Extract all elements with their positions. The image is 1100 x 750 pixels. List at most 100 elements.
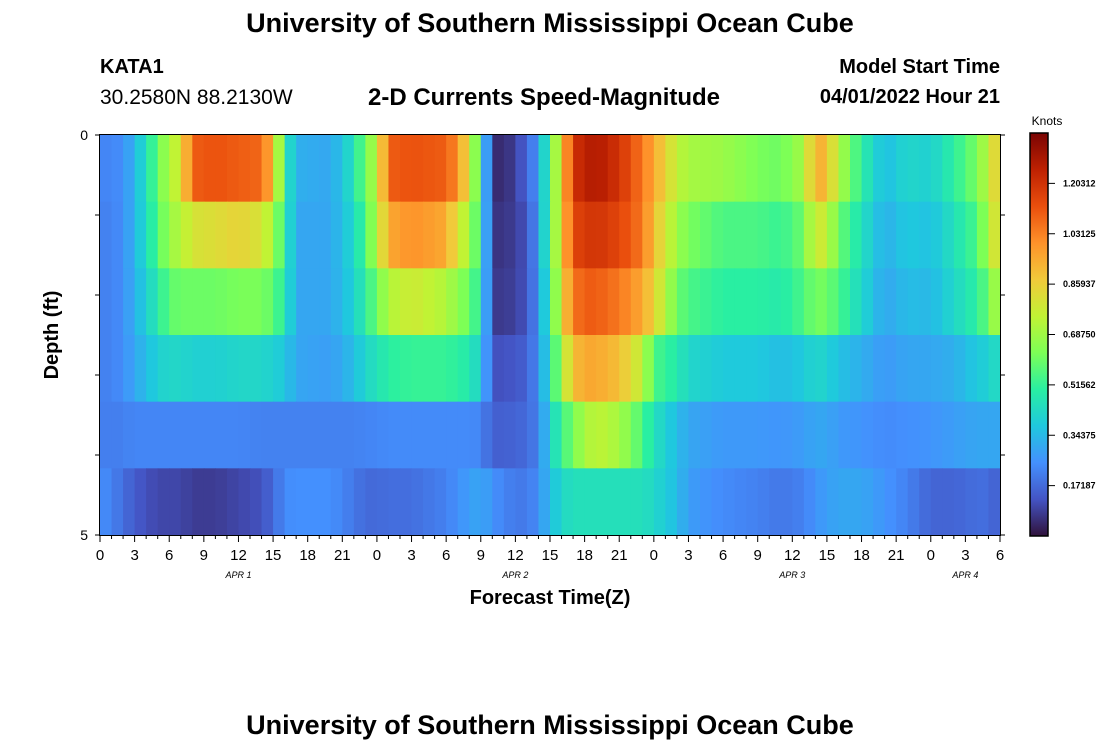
- heatmap-cell: [769, 268, 782, 336]
- heatmap-cell: [838, 401, 851, 469]
- heatmap-cell: [896, 135, 909, 203]
- heatmap-cell: [873, 401, 886, 469]
- heatmap-cell: [353, 335, 366, 403]
- heatmap-cell: [688, 335, 701, 403]
- heatmap-cell: [284, 335, 297, 403]
- heatmap-cell: [146, 268, 159, 336]
- heatmap-cell: [642, 135, 655, 203]
- heatmap-cell: [792, 135, 805, 203]
- heatmap-cell: [642, 468, 655, 536]
- heatmap-cell: [723, 468, 736, 536]
- heatmap-cell: [988, 468, 1001, 536]
- heatmap-cell: [803, 268, 816, 336]
- heatmap-cell: [111, 201, 124, 269]
- heatmap-cell: [676, 201, 690, 269]
- heatmap-cell: [492, 268, 505, 336]
- heatmap-cell: [930, 468, 943, 536]
- heatmap-cell: [457, 401, 470, 469]
- heatmap-cell: [942, 268, 955, 336]
- heatmap-cell: [653, 401, 666, 469]
- heatmap-cell: [711, 468, 724, 536]
- colorbar-tick-label: 0.17187: [1063, 481, 1096, 491]
- heatmap-cell: [503, 135, 516, 203]
- heatmap-cell: [723, 335, 736, 403]
- colorbar-tick-label: 1.20312: [1063, 178, 1096, 188]
- heatmap-cell: [146, 468, 159, 536]
- x-tick-label: 6: [996, 547, 1004, 564]
- heatmap-cell: [503, 335, 516, 403]
- heatmap-cell: [700, 335, 713, 403]
- heatmap-cell: [146, 335, 159, 403]
- station-id: KATA1: [100, 56, 164, 78]
- heatmap-cell: [469, 201, 482, 269]
- heatmap-cell: [676, 468, 690, 536]
- heatmap-cell: [700, 401, 713, 469]
- heatmap-cell: [607, 401, 620, 469]
- heatmap-cell: [469, 335, 482, 403]
- heatmap-cell: [526, 268, 540, 336]
- heatmap-cell: [376, 335, 390, 403]
- heatmap-cell: [423, 135, 436, 203]
- heatmap-cell: [780, 201, 793, 269]
- heatmap-cell: [342, 135, 355, 203]
- heatmap-cell: [884, 135, 897, 203]
- heatmap-cell: [226, 201, 240, 269]
- heatmap-cell: [630, 335, 643, 403]
- heatmap-cell: [988, 335, 1001, 403]
- heatmap-cell: [365, 268, 378, 336]
- x-tick-label: 3: [130, 547, 138, 564]
- heatmap-cell: [861, 335, 874, 403]
- heatmap-cell: [123, 268, 136, 336]
- heatmap-cell: [723, 268, 736, 336]
- heatmap-cell: [988, 268, 1001, 336]
- heatmap-cell: [665, 268, 678, 336]
- heatmap-cell: [930, 135, 943, 203]
- heatmap-cell: [330, 335, 343, 403]
- heatmap-cell: [111, 401, 124, 469]
- heatmap-cell: [896, 468, 909, 536]
- station-coordinates: 30.2580N 88.2130W: [100, 86, 293, 109]
- heatmap-cell: [953, 268, 966, 336]
- x-tick-label: 15: [542, 547, 559, 564]
- heatmap-cell: [965, 468, 978, 536]
- heatmap-cell: [469, 268, 482, 336]
- heatmap-cell: [953, 401, 966, 469]
- heatmap-cell: [538, 401, 551, 469]
- model-start-label: Model Start Time: [839, 56, 1000, 78]
- heatmap-cell: [307, 135, 320, 203]
- heatmap-cell: [296, 268, 309, 336]
- heatmap-cell: [515, 201, 528, 269]
- heatmap-cell: [503, 401, 516, 469]
- heatmap-cell: [446, 401, 459, 469]
- heatmap-cell: [642, 268, 655, 336]
- heatmap-cell: [815, 335, 828, 403]
- heatmap-cell: [388, 135, 401, 203]
- heatmap-cell: [607, 135, 620, 203]
- heatmap-cell: [884, 268, 897, 336]
- heatmap-cell: [411, 268, 424, 336]
- heatmap-cell: [815, 201, 828, 269]
- heatmap-cell: [480, 468, 493, 536]
- heatmap-cell: [134, 401, 147, 469]
- heatmap-cell: [884, 401, 897, 469]
- y-tick-label: 0: [80, 127, 88, 143]
- colorbar-tick-label: 0.51562: [1063, 380, 1096, 390]
- heatmap-cell: [607, 268, 620, 336]
- heatmap-cell: [434, 201, 447, 269]
- heatmap-cell: [457, 335, 470, 403]
- heatmap-cell: [469, 135, 482, 203]
- colorbar-tick-label: 0.68750: [1063, 330, 1096, 340]
- heatmap-cell: [480, 335, 493, 403]
- heatmap-cell: [226, 401, 240, 469]
- heatmap-cell: [400, 401, 413, 469]
- heatmap-cell: [861, 268, 874, 336]
- heatmap-cell: [353, 468, 366, 536]
- x-axis: 0 3 6 9 12 15 18 21 0 3 6 9 12 15 18 21 0 3 6 9 12 15 18 21 0 3 6: [96, 535, 1004, 564]
- heatmap-cell: [353, 135, 366, 203]
- heatmap-cell: [792, 401, 805, 469]
- heatmap-cell: [319, 335, 332, 403]
- heatmap-cell: [192, 268, 205, 336]
- x-tick-label: 6: [719, 547, 727, 564]
- heatmap-cell: [446, 468, 459, 536]
- heatmap-cell: [296, 468, 309, 536]
